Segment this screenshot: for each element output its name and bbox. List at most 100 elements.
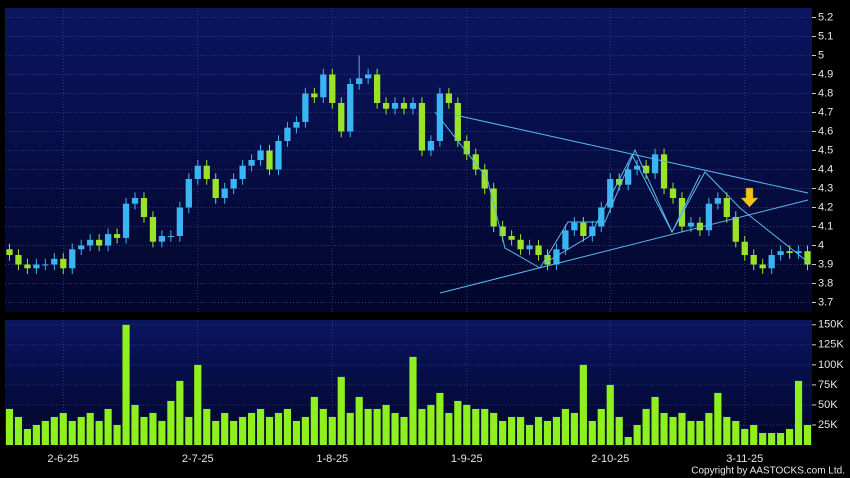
- volume-bar: [803, 424, 812, 445]
- x-tick-label: 2-10-25: [591, 453, 629, 465]
- volume-bar: [418, 408, 426, 445]
- candle-body: [463, 141, 470, 155]
- volume-bar: [203, 408, 211, 445]
- volume-bar: [14, 416, 23, 445]
- volume-bar: [113, 424, 121, 445]
- candle-body: [795, 251, 802, 254]
- candle-body: [669, 188, 677, 198]
- candle-body: [634, 165, 641, 170]
- candle-body: [436, 93, 444, 141]
- candle-body: [777, 251, 784, 255]
- volume-bar: [239, 416, 247, 445]
- volume-bar: [777, 432, 785, 445]
- candle-body: [481, 169, 488, 189]
- trend-line: [439, 199, 809, 294]
- candle-body: [329, 74, 336, 103]
- volume-bar: [167, 400, 175, 445]
- y-tick-label: 4.4: [818, 163, 833, 175]
- candle-body: [750, 255, 757, 265]
- volume-bar: [759, 432, 767, 445]
- candle-body: [696, 222, 704, 231]
- candle-body: [140, 198, 148, 217]
- trend-line: [454, 114, 809, 194]
- volume-bar: [741, 428, 749, 445]
- volume-bar: [23, 428, 32, 445]
- x-tick-label: 1-8-25: [316, 453, 348, 465]
- volume-bar: [59, 412, 67, 445]
- candle-body: [580, 222, 587, 236]
- candle-body: [203, 165, 210, 179]
- candle-body: [508, 236, 515, 240]
- volume-bar: [597, 408, 605, 445]
- volume-bar: [481, 408, 489, 445]
- volume-bar: [768, 432, 776, 445]
- candle-body: [705, 203, 713, 231]
- volume-bar: [615, 416, 623, 445]
- volume-bar: [346, 412, 354, 445]
- candle-body: [96, 239, 103, 246]
- candle-body: [266, 150, 273, 170]
- volume-bar: [104, 408, 112, 445]
- volume-bar: [696, 420, 704, 445]
- candle-body: [553, 249, 560, 265]
- candle-body: [365, 74, 372, 79]
- volume-bar: [427, 404, 435, 445]
- volume-bar: [678, 412, 686, 445]
- candle-body: [409, 103, 417, 109]
- volume-bar: [624, 436, 632, 445]
- volume-bar: [41, 420, 49, 445]
- volume-bar: [176, 380, 184, 445]
- candle-body: [391, 103, 399, 109]
- volume-bar: [705, 412, 713, 445]
- volume-bar: [391, 412, 399, 445]
- candle-body: [356, 78, 363, 84]
- volume-bar: [508, 416, 516, 445]
- volume-panel: [5, 320, 812, 445]
- candle-body: [15, 255, 22, 265]
- candle-body: [723, 198, 730, 217]
- candle-body: [786, 251, 793, 254]
- volume-bar: [301, 416, 309, 445]
- candle-body: [78, 245, 85, 250]
- volume-bar: [794, 380, 803, 445]
- candle-body: [642, 165, 650, 174]
- volume-bar: [534, 416, 543, 445]
- volume-bar: [588, 420, 596, 445]
- candle-body: [320, 74, 327, 98]
- candle-body: [87, 239, 94, 246]
- marks: [5, 55, 812, 445]
- arrow-marker: [740, 187, 759, 208]
- volume-bar: [373, 408, 381, 445]
- volume-bar: [221, 412, 229, 445]
- candle-body: [616, 179, 623, 185]
- candle-body: [284, 127, 291, 141]
- candle-body: [373, 74, 381, 103]
- candle-body: [24, 264, 31, 269]
- candle-body: [768, 255, 775, 269]
- volume-bar: [283, 408, 292, 445]
- candle-body: [131, 198, 139, 204]
- volume-bar: [552, 416, 561, 445]
- volume-bar: [633, 424, 641, 445]
- volume-bar: [579, 364, 587, 445]
- volume-bar: [256, 408, 265, 445]
- y-tick-label: 4.9: [818, 68, 833, 80]
- volume-bar: [140, 416, 148, 445]
- volume-bar: [660, 412, 668, 445]
- candle-body: [302, 93, 309, 122]
- volume-bar: [606, 384, 614, 445]
- price-panel: [5, 8, 812, 312]
- volume-bar: [185, 416, 193, 445]
- volume-bar: [454, 400, 462, 445]
- volume-bar: [5, 408, 14, 445]
- volume-bar: [570, 412, 578, 445]
- y-tick-label: 4.1: [818, 220, 833, 232]
- candle-body: [221, 188, 228, 198]
- volume-bar: [68, 420, 76, 445]
- volume-bar: [194, 364, 202, 445]
- volume-bar: [516, 416, 525, 445]
- volume-bar: [149, 412, 157, 445]
- candle-body: [651, 154, 659, 174]
- y-tick-label: 4.2: [818, 201, 833, 213]
- candle-body: [454, 103, 461, 141]
